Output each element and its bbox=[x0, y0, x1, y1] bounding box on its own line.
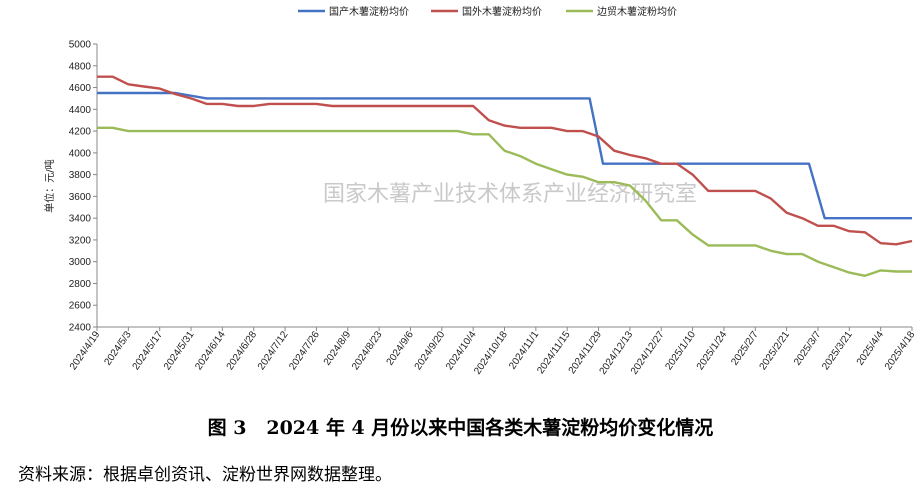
y-tick-label: 4600 bbox=[69, 83, 92, 94]
x-tick-label: 2025/3/21 bbox=[820, 329, 855, 372]
y-tick-label: 3400 bbox=[69, 214, 92, 225]
y-tick-label: 3600 bbox=[69, 192, 92, 203]
x-tick-label: 2025/2/21 bbox=[758, 329, 793, 372]
y-tick-label: 5000 bbox=[69, 40, 92, 51]
y-tick-label: 4400 bbox=[69, 105, 92, 116]
x-tick-label: 2025/3/7 bbox=[792, 329, 824, 368]
source-note: 资料来源：根据卓创资讯、淀粉世界网数据整理。 bbox=[18, 465, 392, 485]
x-tick-label: 2024/8/23 bbox=[350, 329, 385, 372]
x-tick-label: 2025/4/18 bbox=[883, 329, 918, 372]
x-tick-label: 2024/7/12 bbox=[256, 329, 291, 372]
y-tick-label: 4200 bbox=[69, 127, 92, 138]
x-tick-label: 2024/5/17 bbox=[131, 329, 166, 372]
x-tick-label: 2024/6/28 bbox=[225, 329, 260, 372]
y-tick-label: 2600 bbox=[69, 301, 92, 312]
y-tick-label: 3800 bbox=[69, 170, 92, 181]
y-tick-label: 3000 bbox=[69, 257, 92, 268]
x-tick-label: 2025/4/4 bbox=[855, 329, 887, 368]
y-tick-label: 2400 bbox=[69, 323, 92, 334]
x-tick-label: 2025/2/7 bbox=[729, 329, 761, 368]
series-line-1 bbox=[97, 91, 912, 220]
legend-label-3: 边贸木薯淀粉均价 bbox=[597, 5, 677, 18]
legend-label-2: 国外木薯淀粉均价 bbox=[462, 5, 542, 18]
y-tick-label: 3200 bbox=[69, 235, 92, 246]
x-tick-label: 2025/1/24 bbox=[695, 329, 730, 372]
y-tick-label: 4000 bbox=[69, 148, 92, 159]
x-tick-label: 2024/5/3 bbox=[102, 329, 134, 368]
x-tick-label: 2025/1/10 bbox=[663, 329, 698, 372]
y-tick-label: 4800 bbox=[69, 61, 92, 72]
x-tick-label: 2024/11/1 bbox=[507, 329, 541, 372]
x-tick-label: 2024/6/14 bbox=[193, 329, 228, 372]
x-tick-label: 2024/5/31 bbox=[162, 329, 197, 372]
x-tick-label: 2024/7/26 bbox=[287, 329, 322, 372]
x-tick-label: 2024/9/6 bbox=[385, 329, 417, 368]
y-axis: 2400 2600 2800 3000 3200 3400 3600 3800 4000 4200… bbox=[69, 40, 98, 334]
figure-caption: 图 3 2024 年 4 月份以来中国各类木薯淀粉均价变化情况 bbox=[207, 417, 714, 439]
series-lines bbox=[97, 75, 913, 277]
x-tick-label: 2024/8/9 bbox=[322, 329, 354, 368]
x-tick-label: 2024/4/19 bbox=[68, 329, 103, 372]
legend-label-1: 国产木薯淀粉均价 bbox=[329, 5, 409, 18]
line-chart: 国产木薯淀粉均价 国外木薯淀粉均价 边贸木薯淀粉均价 单位：元/吨 国家木薯产业技术… bbox=[43, 5, 918, 377]
y-tick-label: 2800 bbox=[69, 279, 92, 290]
x-axis: 2024/4/19 2024/5/32024/5/172024/5/312024/… bbox=[68, 326, 918, 377]
series-line-3 bbox=[97, 126, 912, 277]
y-axis-label: 单位：元/吨 bbox=[43, 159, 56, 212]
legend: 国产木薯淀粉均价 国外木薯淀粉均价 边贸木薯淀粉均价 bbox=[298, 5, 677, 18]
x-tick-label: 2024/10/4 bbox=[444, 329, 479, 372]
series-line-2 bbox=[97, 75, 913, 246]
watermark: 国家木薯产业技术体系产业经济研究室 bbox=[323, 182, 697, 207]
x-tick-label: 2024/9/20 bbox=[413, 329, 448, 372]
